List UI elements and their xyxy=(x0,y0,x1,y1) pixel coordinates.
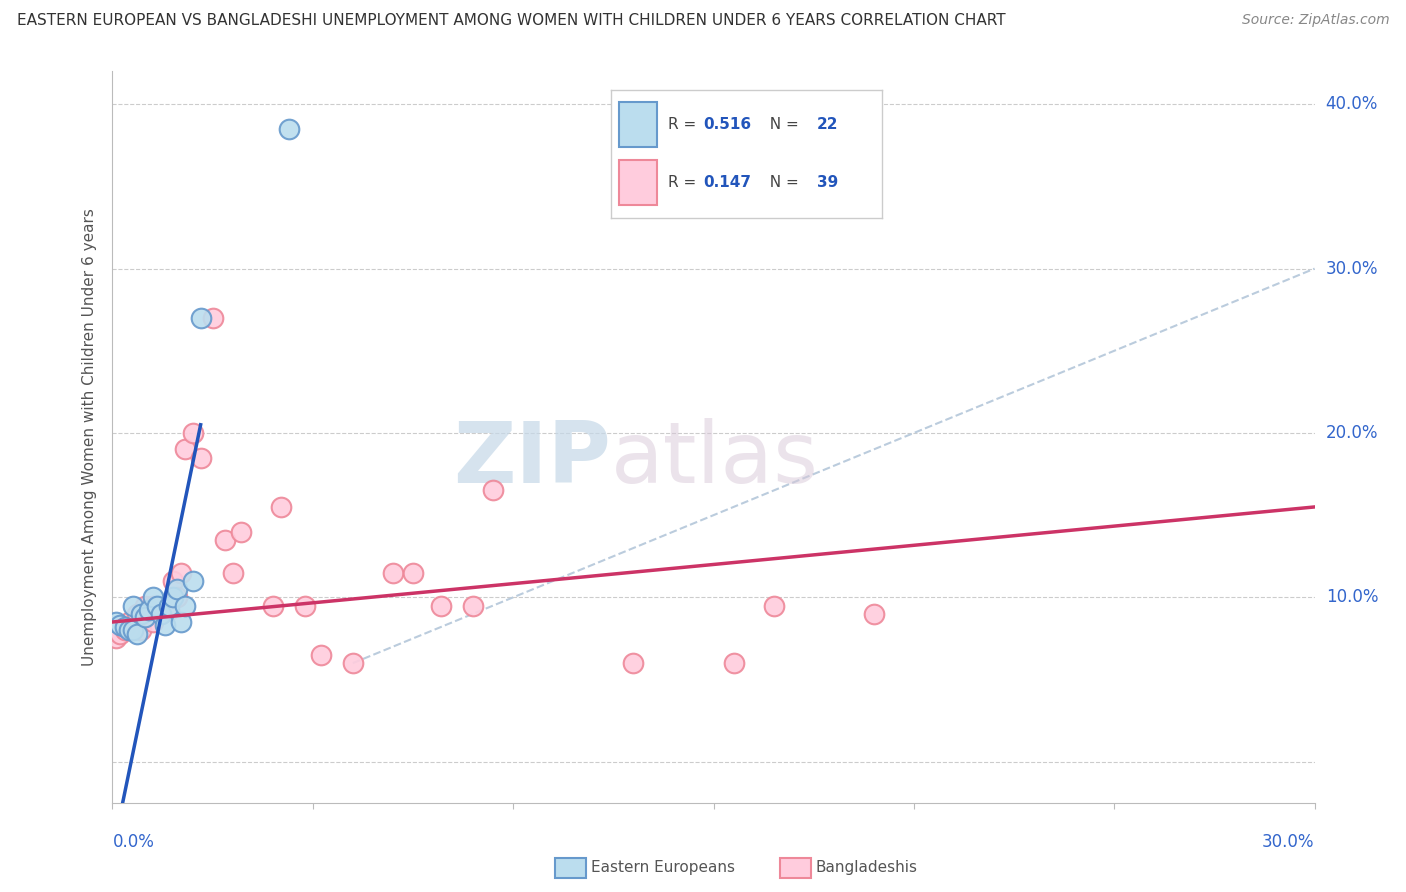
Point xyxy=(125,607,148,621)
Point xyxy=(201,310,224,325)
Text: 20.0%: 20.0% xyxy=(1326,424,1378,442)
Point xyxy=(482,483,505,498)
Point xyxy=(134,610,156,624)
Text: N =: N = xyxy=(761,118,804,132)
Point xyxy=(762,599,785,613)
Point xyxy=(181,425,204,440)
Text: 30.0%: 30.0% xyxy=(1263,833,1315,851)
Text: Source: ZipAtlas.com: Source: ZipAtlas.com xyxy=(1241,13,1389,28)
Point xyxy=(190,450,212,465)
Point xyxy=(134,599,156,613)
Point xyxy=(157,599,180,613)
Text: 40.0%: 40.0% xyxy=(1326,95,1378,113)
Point xyxy=(110,618,132,632)
Point xyxy=(114,624,136,638)
Point xyxy=(141,591,163,605)
Point xyxy=(162,574,184,588)
Text: N =: N = xyxy=(761,175,804,190)
Point xyxy=(153,618,176,632)
Point xyxy=(149,607,172,621)
Point xyxy=(125,626,148,640)
Point xyxy=(138,603,160,617)
Text: R =: R = xyxy=(668,118,702,132)
Point xyxy=(277,121,299,136)
Point xyxy=(145,599,167,613)
Bar xyxy=(620,160,658,205)
Point xyxy=(222,566,245,580)
Point xyxy=(117,615,139,629)
Point xyxy=(294,599,316,613)
Point xyxy=(121,620,143,634)
Point xyxy=(169,566,191,580)
Text: atlas: atlas xyxy=(612,417,820,500)
Text: ZIP: ZIP xyxy=(454,417,612,500)
Text: Bangladeshis: Bangladeshis xyxy=(815,860,918,874)
Point xyxy=(723,656,745,670)
Point xyxy=(214,533,236,547)
Text: 22: 22 xyxy=(817,118,838,132)
Point xyxy=(138,603,160,617)
Point xyxy=(181,574,204,588)
Point xyxy=(114,620,136,634)
Point xyxy=(110,626,132,640)
Point xyxy=(166,591,188,605)
Text: Eastern Europeans: Eastern Europeans xyxy=(591,860,734,874)
Point xyxy=(141,615,163,629)
Point xyxy=(134,610,156,624)
Point xyxy=(117,624,139,638)
Point xyxy=(382,566,405,580)
Point xyxy=(402,566,425,580)
Bar xyxy=(620,103,658,147)
Point xyxy=(863,607,886,621)
Point xyxy=(430,599,453,613)
Text: 0.0%: 0.0% xyxy=(112,833,155,851)
Point xyxy=(309,648,332,662)
Point xyxy=(461,599,484,613)
Text: 30.0%: 30.0% xyxy=(1326,260,1378,277)
Point xyxy=(262,599,284,613)
Point xyxy=(157,603,180,617)
Point xyxy=(166,582,188,596)
Text: 0.516: 0.516 xyxy=(703,118,751,132)
Text: R =: R = xyxy=(668,175,702,190)
Point xyxy=(129,607,152,621)
Point xyxy=(153,599,176,613)
Point xyxy=(149,607,172,621)
Point xyxy=(173,442,195,457)
Point xyxy=(121,599,143,613)
Text: 10.0%: 10.0% xyxy=(1326,589,1378,607)
Point xyxy=(621,656,644,670)
Point xyxy=(342,656,364,670)
Text: 0.147: 0.147 xyxy=(703,175,751,190)
Point xyxy=(190,310,212,325)
Point xyxy=(169,615,191,629)
Point xyxy=(229,524,252,539)
Point xyxy=(105,615,128,629)
Point xyxy=(141,599,163,613)
Text: EASTERN EUROPEAN VS BANGLADESHI UNEMPLOYMENT AMONG WOMEN WITH CHILDREN UNDER 6 Y: EASTERN EUROPEAN VS BANGLADESHI UNEMPLOY… xyxy=(17,13,1005,29)
Point xyxy=(121,624,143,638)
Point xyxy=(173,599,195,613)
Point xyxy=(129,624,152,638)
Point xyxy=(270,500,292,514)
Point xyxy=(105,632,128,646)
Y-axis label: Unemployment Among Women with Children Under 6 years: Unemployment Among Women with Children U… xyxy=(82,208,97,666)
Point xyxy=(162,591,184,605)
Text: 39: 39 xyxy=(817,175,838,190)
